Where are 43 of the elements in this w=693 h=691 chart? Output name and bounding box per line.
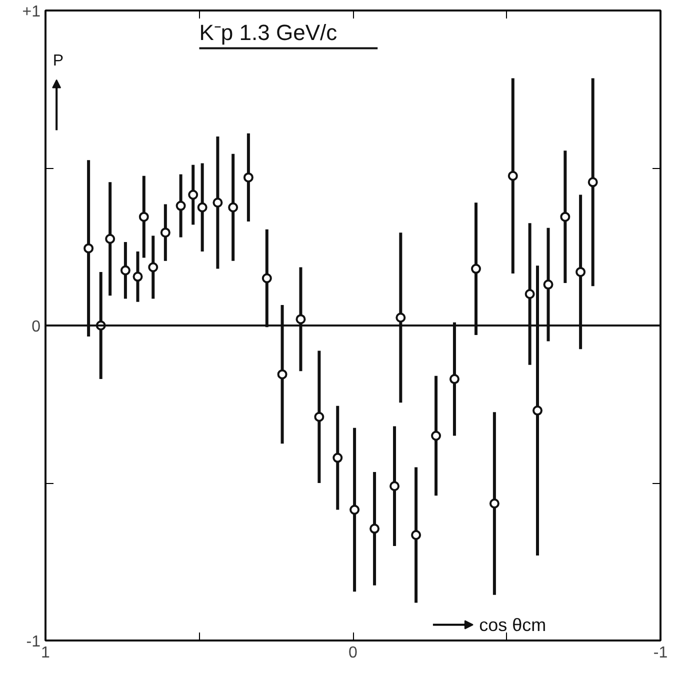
point [489, 498, 500, 508]
point [296, 314, 306, 324]
point [277, 369, 288, 380]
point [471, 264, 481, 274]
point [176, 200, 186, 211]
y-tick-label: +1 [22, 4, 41, 20]
point [449, 374, 460, 384]
point [560, 212, 570, 222]
point [243, 172, 254, 182]
point [188, 190, 198, 200]
point [138, 212, 149, 222]
point [431, 430, 442, 441]
point [132, 272, 143, 282]
y-axis-title: P [52, 52, 64, 70]
x-tick-label: 1 [41, 644, 50, 662]
point [350, 504, 360, 515]
x-tick-label: 0 [348, 644, 358, 662]
y-tick-label: -1 [26, 634, 41, 650]
point [370, 524, 380, 534]
point [105, 234, 116, 244]
y-tick-label: 0 [32, 318, 41, 336]
point [588, 177, 598, 188]
point [212, 198, 223, 208]
point [532, 406, 542, 416]
x-axis-title: cos θcm [479, 614, 546, 635]
point [543, 280, 554, 290]
point [148, 262, 158, 272]
text: K⁻p 1.3 GeV/c [199, 20, 338, 46]
point [411, 530, 422, 540]
point [120, 265, 130, 276]
point [228, 202, 238, 212]
point [524, 289, 535, 299]
point [508, 170, 518, 181]
point [390, 481, 400, 492]
point [262, 273, 272, 284]
point [396, 312, 406, 323]
point [332, 452, 343, 463]
point [314, 412, 324, 422]
point [84, 243, 94, 254]
point [197, 202, 208, 212]
x-tick-label: -1 [653, 644, 668, 662]
point [160, 228, 170, 238]
point [576, 266, 586, 277]
